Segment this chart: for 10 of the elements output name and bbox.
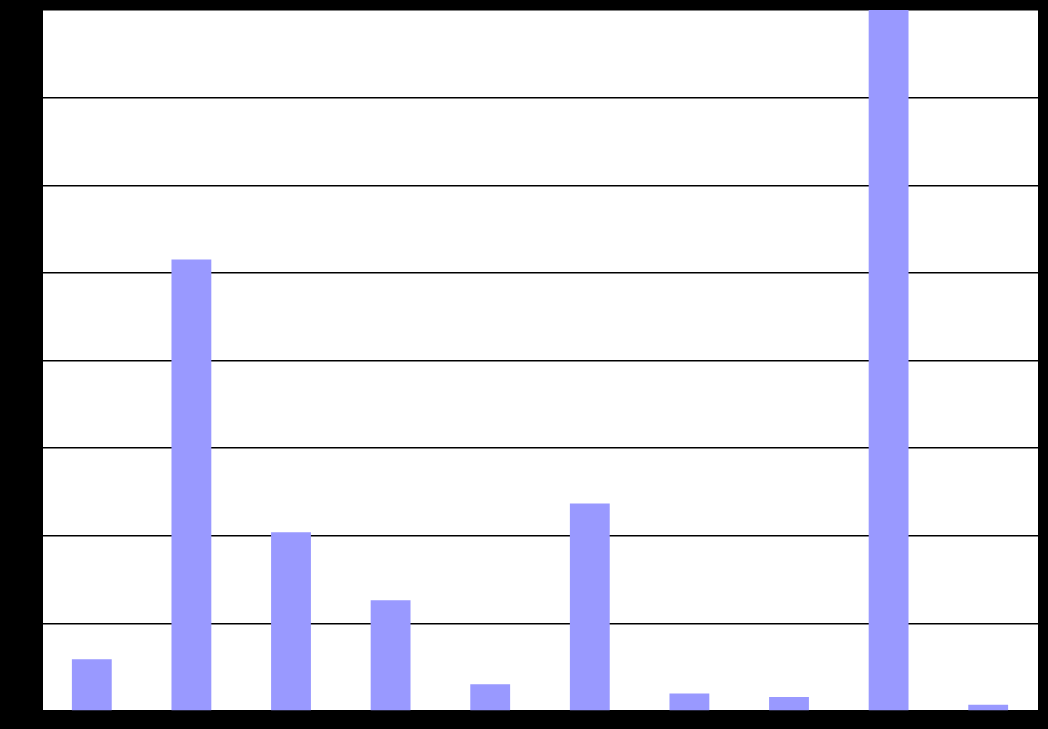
bar xyxy=(669,693,710,711)
bar xyxy=(968,704,1009,711)
bar xyxy=(868,10,909,711)
bar xyxy=(271,532,311,711)
bar xyxy=(769,696,809,711)
bar xyxy=(370,600,411,711)
bar xyxy=(171,259,212,711)
bar xyxy=(569,503,610,711)
bar xyxy=(71,659,112,711)
bar xyxy=(470,684,511,711)
